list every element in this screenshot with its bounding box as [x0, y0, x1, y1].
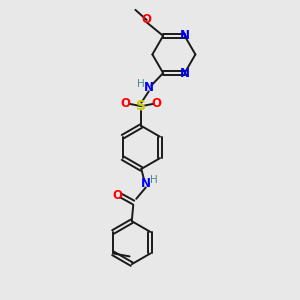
Text: H: H [136, 79, 144, 88]
Text: S: S [136, 99, 146, 113]
Text: H: H [150, 175, 158, 185]
Text: N: N [141, 177, 151, 190]
Text: O: O [152, 97, 162, 110]
Text: O: O [121, 97, 131, 110]
Text: N: N [144, 81, 154, 94]
Text: N: N [180, 67, 190, 80]
Text: N: N [180, 29, 190, 42]
Text: O: O [113, 189, 123, 202]
Text: O: O [142, 14, 152, 26]
